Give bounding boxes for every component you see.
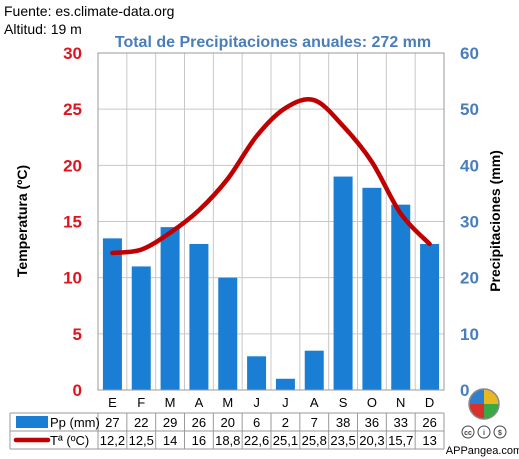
table-t-value: 15,7	[388, 433, 413, 448]
logo-segment	[469, 404, 484, 419]
precip-bar	[218, 277, 238, 390]
right-tick-label: 30	[460, 213, 479, 232]
table-t-value: 22,6	[244, 433, 269, 448]
left-tick-label: 30	[63, 44, 82, 63]
table-t-value: 25,1	[273, 433, 298, 448]
table-pp-value: 22	[134, 415, 148, 430]
right-tick-label: 50	[460, 100, 479, 119]
license-icon-glyph: $	[498, 430, 502, 437]
logo-segment	[469, 389, 484, 404]
table-t-value: 16	[192, 433, 206, 448]
month-label: M	[165, 395, 176, 410]
appangea-logo-ring	[468, 388, 500, 420]
right-tick-label: 60	[460, 44, 479, 63]
right-axis-title: Precipitaciones (mm)	[487, 150, 503, 292]
month-label: E	[108, 395, 117, 410]
right-tick-label: 10	[460, 325, 479, 344]
table-pp-value: 6	[253, 415, 260, 430]
license-icon-glyph: i	[483, 430, 485, 437]
left-tick-label: 5	[73, 325, 82, 344]
left-axis-title: Temperatura (ºC)	[14, 165, 30, 277]
month-label: J	[253, 395, 260, 410]
altitude-text: Altitud: 19 m	[4, 21, 82, 37]
legend-t-label: Tª (ºC)	[50, 433, 89, 448]
table-pp-value: 20	[221, 415, 235, 430]
left-tick-label: 15	[63, 213, 82, 232]
license-icon-glyph: cc	[464, 430, 472, 437]
table-pp-value: 36	[365, 415, 379, 430]
table-pp-value: 33	[394, 415, 408, 430]
month-label: D	[425, 395, 434, 410]
left-tick-label: 25	[63, 100, 82, 119]
table-t-value: 12,2	[100, 433, 125, 448]
left-tick-label: 10	[63, 269, 82, 288]
precip-bar	[247, 356, 267, 390]
table-t-value: 23,5	[330, 433, 355, 448]
month-label: S	[339, 395, 348, 410]
month-label: M	[222, 395, 233, 410]
precip-bar	[420, 243, 440, 390]
license-icon	[493, 425, 507, 439]
table-pp-value: 7	[311, 415, 318, 430]
table-t-value: 12,5	[129, 433, 154, 448]
month-label: J	[282, 395, 289, 410]
precip-bar	[275, 378, 295, 390]
month-label: N	[396, 395, 405, 410]
brand-label: APPangea.com	[446, 445, 519, 457]
month-label: F	[137, 395, 145, 410]
left-tick-label: 20	[63, 156, 82, 175]
month-label: A	[195, 395, 204, 410]
precip-bar	[189, 243, 209, 390]
legend-bar-swatch	[16, 416, 48, 428]
right-tick-label: 40	[460, 156, 479, 175]
logo-segment	[484, 404, 499, 419]
source-text: Fuente: es.climate-data.org	[4, 3, 175, 19]
month-label: A	[310, 395, 319, 410]
table-t-value: 14	[163, 433, 177, 448]
table-t-value: 25,8	[302, 433, 327, 448]
chart-title: Total de Precipitaciones anuales: 272 mm	[115, 34, 431, 51]
precip-bar	[131, 266, 151, 390]
logo-segment	[484, 389, 499, 404]
precip-bar	[160, 227, 180, 390]
table-pp-value: 2	[282, 415, 289, 430]
table-pp-value: 27	[105, 415, 119, 430]
month-label: O	[367, 395, 377, 410]
table-t-value: 20,3	[359, 433, 384, 448]
precip-bar	[333, 176, 353, 390]
left-tick-label: 0	[73, 381, 82, 400]
precip-bar	[102, 238, 122, 390]
table-t-value: 13	[422, 433, 436, 448]
table-t-value: 18,8	[215, 433, 240, 448]
table-pp-value: 26	[422, 415, 436, 430]
right-tick-label: 20	[460, 269, 479, 288]
table-pp-value: 29	[163, 415, 177, 430]
table-pp-value: 38	[336, 415, 350, 430]
table-pp-value: 26	[192, 415, 206, 430]
precip-bar	[391, 204, 411, 390]
precip-bar	[362, 187, 382, 390]
license-icon	[477, 425, 491, 439]
legend-pp-label: Pp (mm)	[50, 415, 100, 430]
license-icon	[461, 425, 475, 439]
right-tick-label: 0	[460, 381, 469, 400]
plot-frame	[97, 52, 445, 391]
precip-bar	[304, 350, 324, 390]
temperature-line	[110, 97, 432, 256]
